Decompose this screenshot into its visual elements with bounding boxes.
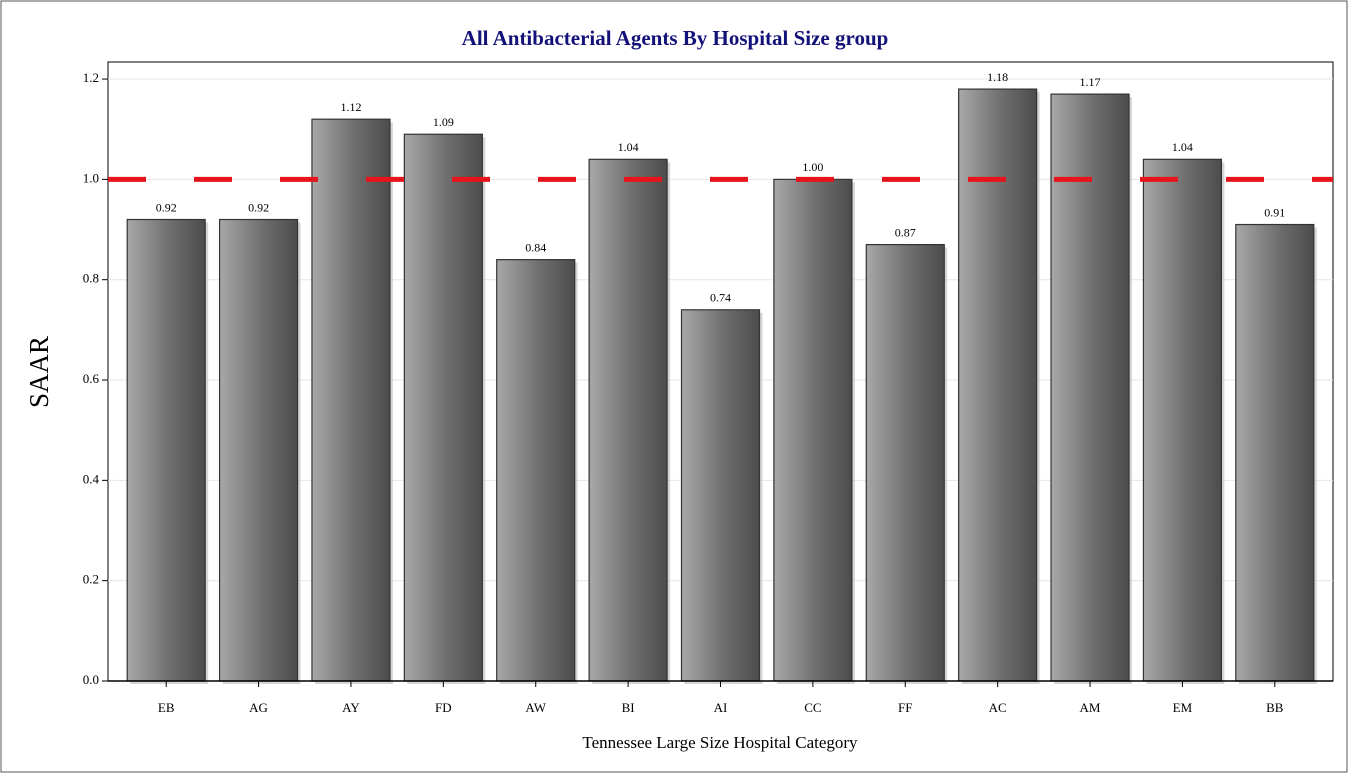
y-tick-label: 0.2: [83, 572, 99, 587]
x-tick-label: AG: [249, 700, 268, 715]
value-label: 0.92: [248, 200, 269, 214]
value-label: 0.92: [156, 200, 177, 214]
x-tick-label: EB: [158, 700, 175, 715]
bar: [865, 243, 945, 682]
x-axis-label: Tennessee Large Size Hospital Category: [582, 733, 858, 752]
value-label: 1.18: [987, 70, 1008, 84]
bar: [680, 309, 761, 682]
value-label: 0.84: [525, 240, 546, 254]
bar: [773, 178, 853, 682]
x-tick-label: BB: [1266, 700, 1284, 715]
x-tick-label: AI: [714, 700, 728, 715]
value-label: 0.87: [895, 225, 916, 239]
value-label: 1.00: [802, 160, 823, 174]
x-tick-label: BI: [622, 700, 635, 715]
bar: [126, 218, 206, 682]
bar: [1142, 158, 1223, 682]
x-tick-label: FF: [898, 700, 912, 715]
y-tick-label: 0.0: [83, 672, 99, 687]
x-tick-label: EM: [1173, 700, 1193, 715]
value-label: 0.74: [710, 291, 731, 305]
y-tick-label: 1.0: [83, 170, 99, 185]
value-label: 1.12: [340, 100, 361, 114]
y-tick-label: 0.8: [83, 271, 99, 286]
y-tick-label: 1.2: [83, 70, 99, 85]
bar: [311, 118, 391, 682]
bar: [588, 158, 668, 682]
x-tick-label: AC: [989, 700, 1007, 715]
y-axis-label: SAAR: [24, 336, 54, 408]
bar: [1235, 223, 1315, 682]
x-tick-label: AM: [1080, 700, 1101, 715]
bar: [958, 88, 1038, 682]
value-label: 1.04: [1172, 140, 1193, 154]
x-tick-label: CC: [804, 700, 821, 715]
chart-title: All Antibacterial Agents By Hospital Siz…: [462, 26, 889, 50]
value-label: 0.91: [1264, 205, 1285, 219]
bar: [496, 259, 576, 682]
y-tick-label: 0.4: [83, 471, 100, 486]
value-label: 1.09: [433, 115, 454, 129]
x-tick-label: FD: [435, 700, 452, 715]
bar: [403, 133, 483, 682]
bar: [218, 218, 299, 682]
x-tick-label: AW: [525, 700, 546, 715]
value-label: 1.17: [1080, 75, 1101, 89]
value-label: 1.04: [618, 140, 639, 154]
y-tick-label: 0.6: [83, 371, 100, 386]
x-tick-label: AY: [342, 700, 360, 715]
bar: [1050, 93, 1130, 682]
